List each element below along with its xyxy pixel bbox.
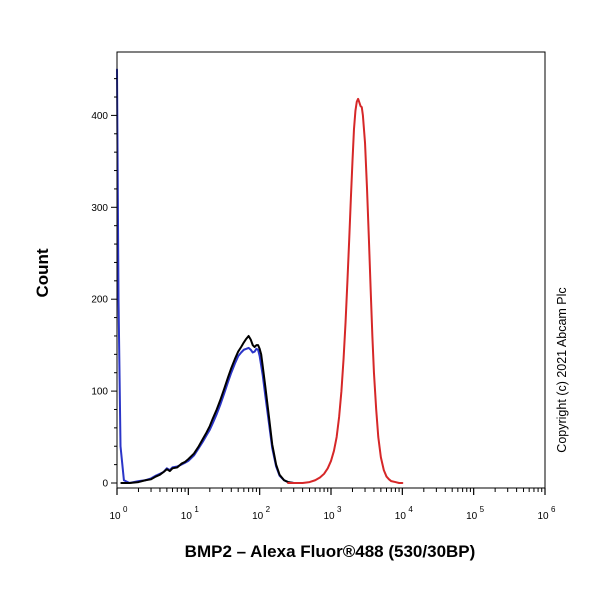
x-tick-label: 10 (323, 511, 335, 522)
histogram-series-3 (287, 97, 404, 484)
x-tick-exponent: 5 (480, 505, 485, 514)
x-tick-label: 10 (466, 511, 478, 522)
x-axis-title: BMP2 – Alexa Fluor®488 (530/30BP) (185, 542, 476, 561)
x-tick-exponent: 4 (408, 505, 413, 514)
y-tick-label: 400 (91, 111, 108, 122)
y-axis: 0 100 200 300 400 (91, 78, 117, 490)
x-tick-exponent: 1 (194, 505, 199, 514)
x-tick-exponent: 2 (266, 505, 271, 514)
copyright-text: Copyright (c) 2021 Abcam Plc (555, 287, 569, 452)
x-tick-label: 10 (252, 511, 264, 522)
y-tick-label: 0 (102, 479, 108, 490)
y-axis-title: Count (33, 248, 52, 297)
x-tick-label: 10 (181, 511, 193, 522)
x-tick-label: 10 (537, 511, 549, 522)
x-tick-exponent: 0 (123, 505, 128, 514)
x-tick-exponent: 6 (551, 505, 556, 514)
histogram-series-2 (120, 334, 295, 484)
x-tick-label: 10 (109, 511, 121, 522)
y-tick-label: 200 (91, 295, 108, 306)
histogram-curves (116, 68, 404, 484)
x-tick-label: 10 (395, 511, 407, 522)
x-tick-exponent: 3 (337, 505, 342, 514)
y-tick-label: 100 (91, 387, 108, 398)
y-tick-label: 300 (91, 203, 108, 214)
